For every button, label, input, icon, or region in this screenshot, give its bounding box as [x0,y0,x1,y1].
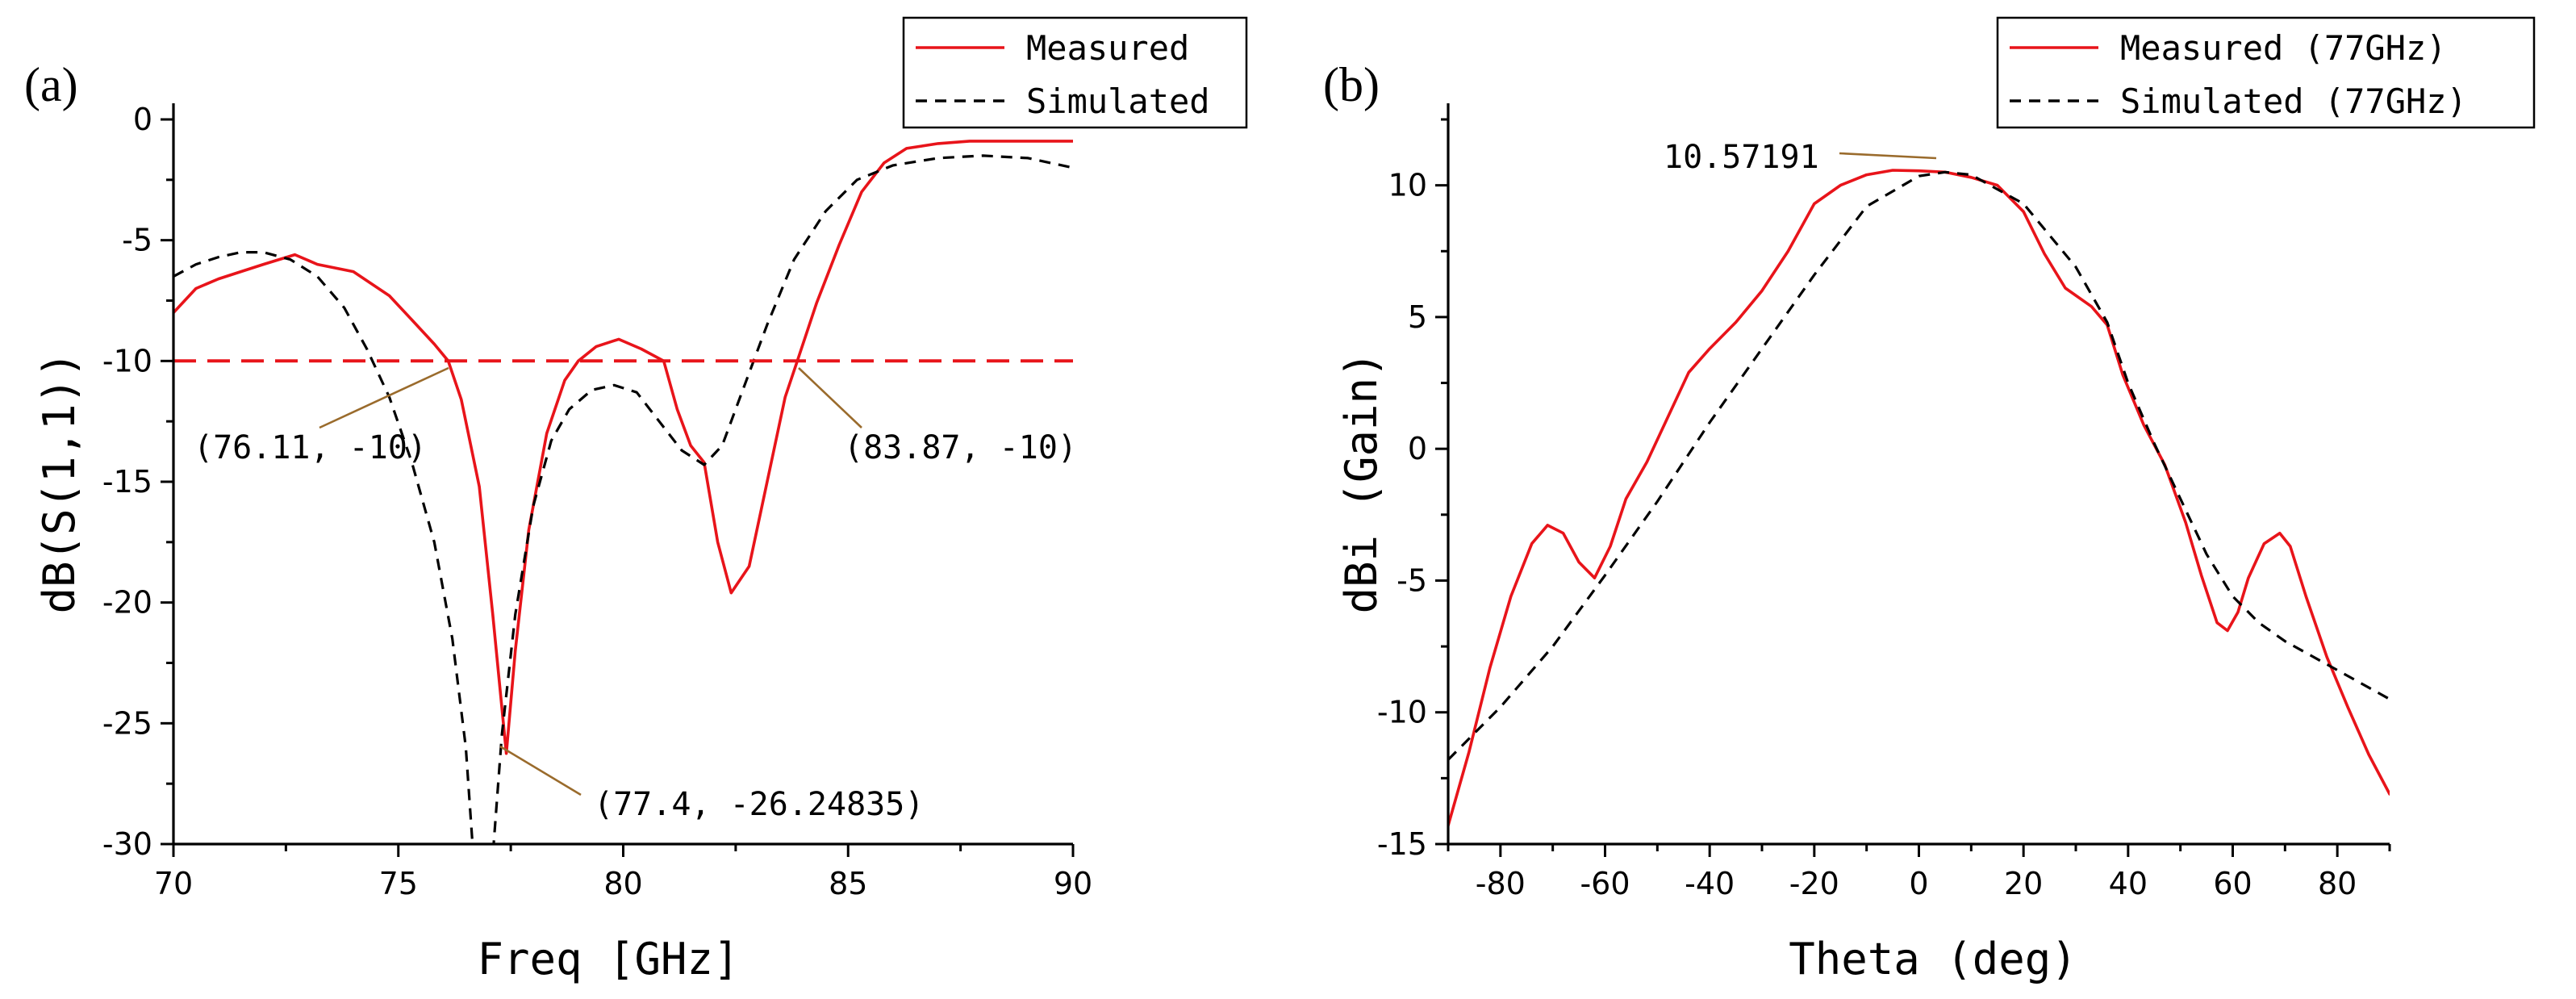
series-simulated-line [173,154,1073,844]
panel-b-legend: Measured (77GHz) Simulated (77GHz) [1996,16,2536,129]
legend-simulated-label: Simulated [1026,82,1210,121]
x-tick-label: 70 [154,866,193,901]
y-tick-label: -20 [102,585,152,621]
series-measured-77ghz-line [1448,169,2390,827]
legend-simulated-77ghz-label: Simulated (77GHz) [2120,82,2467,121]
y-tick-label: -10 [1377,695,1427,730]
panel-b-y-axis-title: dBi (Gain) [1336,351,1387,613]
x-tick-label: 80 [603,866,642,901]
x-tick-label: 60 [2213,866,2252,901]
panel-b-axes: -80 -60 -40 -20 0 20 40 60 80 10 5 0 -5 -10 -15 [1377,103,2391,901]
x-tick-label: 80 [2318,866,2357,901]
y-tick-label: 5 [1408,299,1427,335]
x-tick-label: -40 [1685,866,1735,901]
y-tick-label: 0 [133,102,152,137]
panel-b-series-group [1448,169,2390,827]
panel-b-gain-chart: (b) 10.57191 -80 -60 -40 -20 0 20 40 60 80 10 5 0 -5… [1323,16,2536,984]
panel-b-x-axis-title: Theta (deg) [1789,934,2077,984]
panel-a-label: (a) [24,58,78,111]
annot-leader-77-4 [499,745,582,796]
panel-a-s11-chart: (a) (76.11, -10) (83.87, -10) (77.4, -26… [24,16,1248,984]
annot-leader-83-87 [798,367,862,428]
panel-a-legend: Measured Simulated [902,16,1248,129]
legend-measured-label: Measured [1026,28,1189,68]
x-tick-label: 20 [2004,866,2043,901]
x-tick-label: -80 [1476,866,1526,901]
annot-leader-76-11 [319,366,449,429]
x-tick-label: -60 [1580,866,1630,901]
panel-a-axes: 70 75 80 85 90 0 -5 -10 -15 -20 -25 -30 [102,102,1092,901]
x-tick-label: 75 [379,866,418,901]
y-tick-label: 10 [1388,168,1427,203]
y-tick-label: 0 [1408,431,1427,466]
x-tick-label: -20 [1789,866,1839,901]
y-tick-label: -15 [102,464,152,500]
annot-76-11: (76.11, -10) [194,429,427,466]
panel-b-legend-box [1996,16,2536,129]
panel-a-series-group [173,140,1073,844]
x-tick-label: 40 [2109,866,2148,901]
y-tick-label: -10 [102,343,152,378]
y-tick-label: -5 [122,223,152,258]
panel-a-y-axis-title: dB(S(1,1)) [34,351,85,613]
x-tick-label: 0 [1909,866,1928,901]
legend-measured-77ghz-label: Measured (77GHz) [2120,28,2447,68]
x-tick-label: 90 [1054,866,1092,901]
y-tick-label: -5 [1397,562,1427,598]
panel-b-label: (b) [1323,58,1380,111]
panel-a-legend-box [902,16,1248,129]
series-measured-line [173,140,1073,755]
annot-peak-gain: 10.57191 [1664,139,1819,176]
panel-a-x-axis-title: Freq [GHz] [477,934,739,984]
annot-77-4: (77.4, -26.24835) [594,786,924,823]
panel-a-annotation-leaders [319,366,862,796]
y-tick-label: -25 [102,705,152,741]
annot-leader-peak [1839,152,1937,160]
annot-83-87: (83.87, -10) [844,429,1077,466]
series-simulated-77ghz-line [1448,170,2390,761]
y-tick-label: -30 [102,826,152,862]
x-tick-label: 85 [829,866,867,901]
y-tick-label: -15 [1377,826,1427,862]
